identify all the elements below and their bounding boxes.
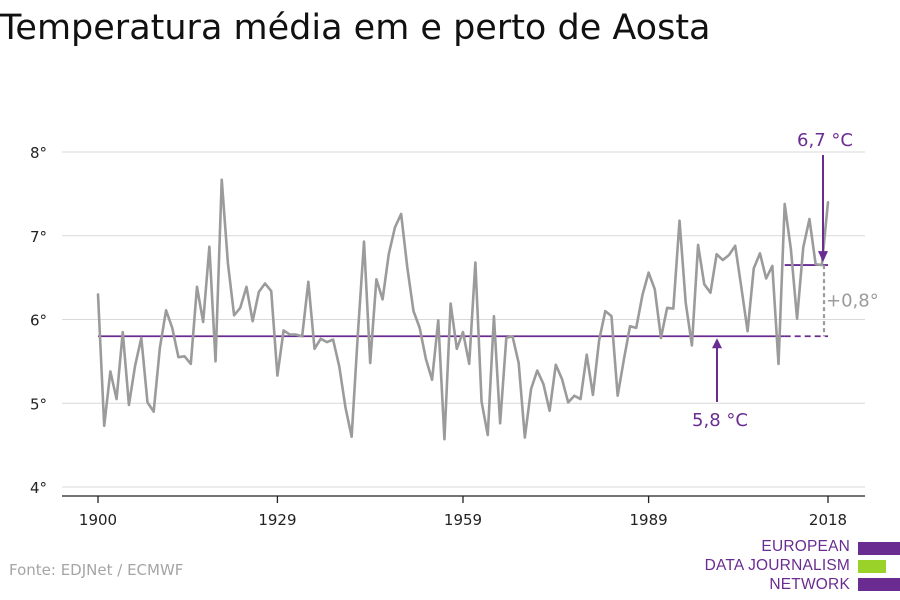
x-tick-label: 1959 xyxy=(444,511,482,529)
logo-bar-green xyxy=(858,560,886,573)
x-tick-label: 1989 xyxy=(629,511,667,529)
gridlines xyxy=(62,151,865,488)
y-tick-label: 5° xyxy=(30,395,47,413)
logo-line-1: EUROPEAN xyxy=(761,538,850,555)
y-tick-label: 8° xyxy=(30,144,47,162)
logo-bar-purple-bottom xyxy=(858,578,900,591)
source-label: Fonte: EDJNet / ECMWF xyxy=(9,561,184,579)
annotations: 5,8 °C 6,7 °C +0,8° xyxy=(692,130,879,431)
edjnet-logo: EUROPEAN DATA JOURNALISM NETWORK xyxy=(700,538,900,596)
y-tick-label: 4° xyxy=(30,479,47,497)
label-baseline-value: 5,8 °C xyxy=(692,410,748,431)
series-layer xyxy=(96,178,830,441)
series-line-temperature xyxy=(96,178,830,441)
y-tick-label: 7° xyxy=(30,228,47,246)
chart-title: Temperatura média em e perto de Aosta xyxy=(0,8,711,48)
x-tick-label: 1900 xyxy=(79,511,117,529)
y-tick-label: 6° xyxy=(30,312,47,330)
logo-line-2: DATA JOURNALISM xyxy=(704,557,850,574)
label-recent-value: 6,7 °C xyxy=(797,130,853,151)
x-tick-label: 2018 xyxy=(809,511,847,529)
label-difference: +0,8° xyxy=(826,291,879,312)
x-tick-label: 1929 xyxy=(258,511,296,529)
arrow-recent-head xyxy=(818,251,828,263)
arrow-baseline-head xyxy=(712,338,722,349)
logo-bar-purple-top xyxy=(858,542,900,555)
axes: 4° 5° 6° 7° 8° 1900 1929 1959 1989 2018 xyxy=(30,144,865,529)
logo-line-3: NETWORK xyxy=(769,576,850,593)
